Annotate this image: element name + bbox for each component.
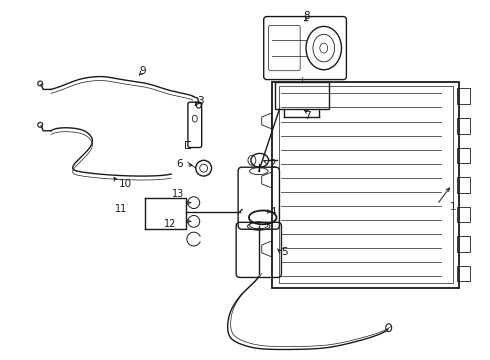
Text: 13: 13 <box>172 189 184 199</box>
Bar <box>279 86 453 283</box>
Text: 12: 12 <box>164 219 176 229</box>
Text: 1: 1 <box>449 202 456 212</box>
Text: 8: 8 <box>304 10 310 21</box>
Bar <box>271 82 459 288</box>
Text: 11: 11 <box>115 203 127 213</box>
Text: 2: 2 <box>270 159 276 169</box>
Text: 6: 6 <box>176 159 183 169</box>
Text: 3: 3 <box>197 96 203 106</box>
Text: 4: 4 <box>270 207 276 216</box>
Bar <box>274 82 329 109</box>
Text: 7: 7 <box>304 111 310 121</box>
Text: 9: 9 <box>139 66 146 76</box>
Text: 10: 10 <box>119 179 132 189</box>
Text: 5: 5 <box>281 247 288 257</box>
